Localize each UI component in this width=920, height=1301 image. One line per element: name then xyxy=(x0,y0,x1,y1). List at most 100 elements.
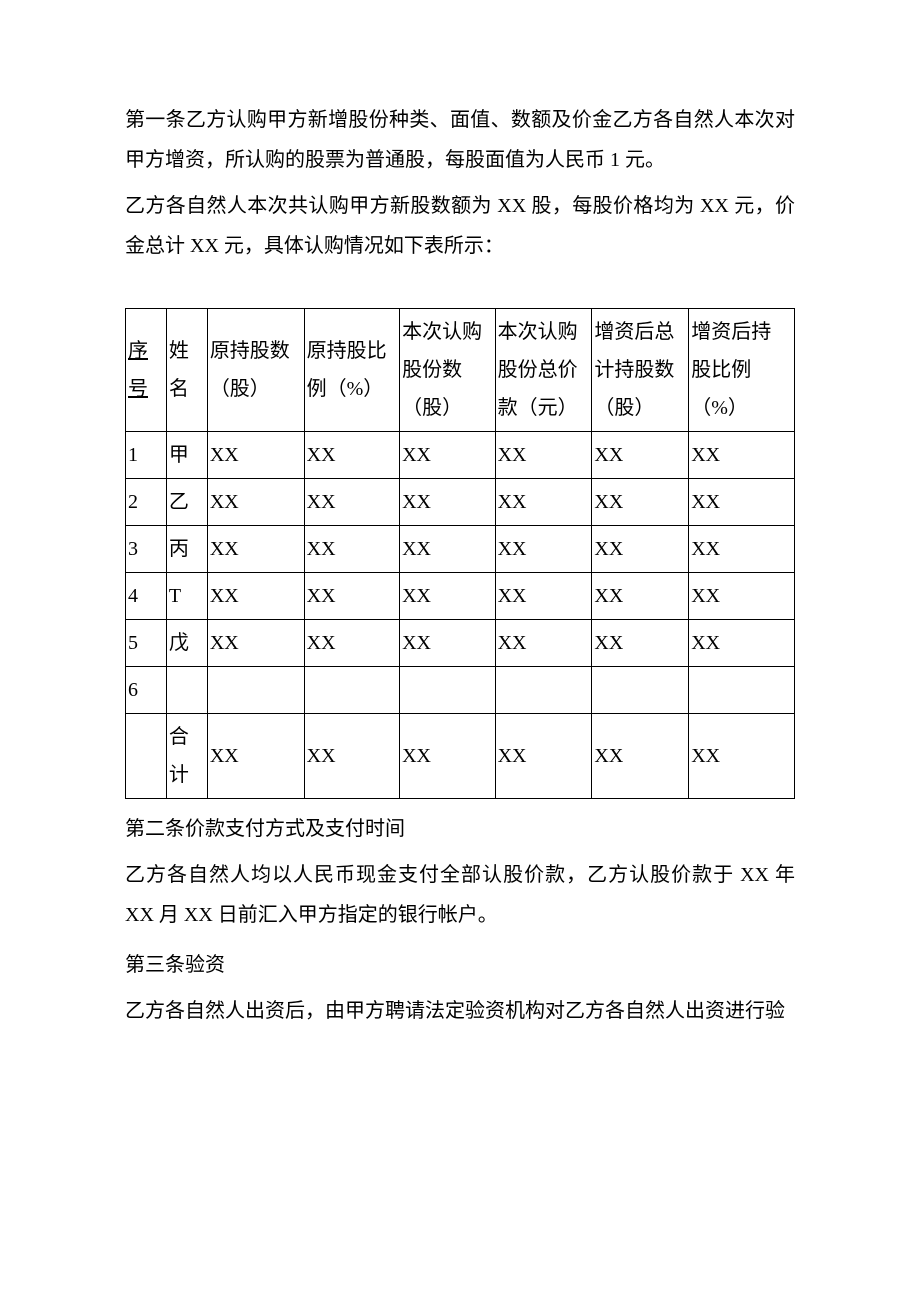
cell-v5: XX xyxy=(495,479,592,526)
cell-v2: XX xyxy=(207,573,304,620)
table-row: 3 丙 XX XX XX XX XX XX xyxy=(126,526,795,573)
header-c4-line2: 股份数 xyxy=(402,359,462,381)
cell-v7: XX xyxy=(689,620,795,667)
cell-seq: 5 xyxy=(126,620,167,667)
cell-seq: 2 xyxy=(126,479,167,526)
cell-v6: XX xyxy=(592,620,689,667)
header-c6-line1: 增资后总 xyxy=(594,321,674,343)
cell-seq: 6 xyxy=(126,667,167,714)
total-label-2: 计 xyxy=(169,764,189,786)
cell-v2: XX xyxy=(207,620,304,667)
cell-name xyxy=(166,667,207,714)
cell-total-label: 合 计 xyxy=(166,714,207,799)
section-3-title: 第三条验资 xyxy=(125,945,795,985)
subscription-table: 序 号 姓名 原持股数 （股） 原持股比 例（%） 本次认购 股份数 （股） 本… xyxy=(125,308,795,799)
header-seq-line1: 序 xyxy=(128,340,148,362)
cell-v4: XX xyxy=(400,526,495,573)
header-name: 姓名 xyxy=(166,309,207,432)
cell-v5: XX xyxy=(495,526,592,573)
cell-v7: XX xyxy=(689,526,795,573)
cell-total-v3: XX xyxy=(304,714,399,799)
cell-v3 xyxy=(304,667,399,714)
table-row: 6 xyxy=(126,667,795,714)
header-c7-line2: 股比例 xyxy=(691,359,751,381)
cell-v3: XX xyxy=(304,479,399,526)
cell-total-v7: XX xyxy=(689,714,795,799)
header-c6-line3: （股） xyxy=(594,397,654,419)
section-3-body: 乙方各自然人出资后，由甲方聘请法定验资机构对乙方各自然人出资进行验 xyxy=(125,991,795,1031)
cell-v2 xyxy=(207,667,304,714)
total-label-1: 合 xyxy=(169,726,189,748)
cell-v6: XX xyxy=(592,573,689,620)
header-c5-line1: 本次认购 xyxy=(498,321,578,343)
cell-v5: XX xyxy=(495,620,592,667)
table-row: 2 乙 XX XX XX XX XX XX xyxy=(126,479,795,526)
header-c7-line3: （%） xyxy=(691,397,748,419)
cell-name: 甲 xyxy=(166,432,207,479)
cell-v2: XX xyxy=(207,479,304,526)
cell-v4: XX xyxy=(400,620,495,667)
cell-v3: XX xyxy=(304,432,399,479)
cell-v4: XX xyxy=(400,432,495,479)
cell-total-v6: XX xyxy=(592,714,689,799)
cell-v6: XX xyxy=(592,479,689,526)
cell-v2: XX xyxy=(207,432,304,479)
cell-v4: XX xyxy=(400,573,495,620)
section-2-title: 第二条价款支付方式及支付时间 xyxy=(125,809,795,849)
table-row: 1 甲 XX XX XX XX XX XX xyxy=(126,432,795,479)
header-c4-line1: 本次认购 xyxy=(402,321,482,343)
header-c7-line1: 增资后持 xyxy=(691,321,771,343)
cell-total-v4: XX xyxy=(400,714,495,799)
header-c5-line2: 股份总价 xyxy=(498,359,578,381)
header-after-shares: 增资后总 计持股数 （股） xyxy=(592,309,689,432)
document-page: 第一条乙方认购甲方新增股份种类、面值、数额及价金乙方各自然人本次对甲方增资，所认… xyxy=(0,0,920,1301)
cell-seq: 4 xyxy=(126,573,167,620)
header-subscribe-shares: 本次认购 股份数 （股） xyxy=(400,309,495,432)
cell-v5: XX xyxy=(495,432,592,479)
cell-v7: XX xyxy=(689,479,795,526)
header-c2-line2: （股） xyxy=(210,378,270,400)
paragraph-1: 第一条乙方认购甲方新增股份种类、面值、数额及价金乙方各自然人本次对甲方增资，所认… xyxy=(125,100,795,180)
cell-v7: XX xyxy=(689,432,795,479)
section-2-body: 乙方各自然人均以人民币现金支付全部认股价款，乙方认股价款于 XX 年 XX 月 … xyxy=(125,855,795,935)
header-seq: 序 号 xyxy=(126,309,167,432)
cell-v7: XX xyxy=(689,573,795,620)
cell-total-v2: XX xyxy=(207,714,304,799)
cell-v4: XX xyxy=(400,479,495,526)
cell-seq: 1 xyxy=(126,432,167,479)
table-header-row: 序 号 姓名 原持股数 （股） 原持股比 例（%） 本次认购 股份数 （股） 本… xyxy=(126,309,795,432)
cell-v5 xyxy=(495,667,592,714)
header-c3-line1: 原持股比 xyxy=(307,340,387,362)
cell-total-v5: XX xyxy=(495,714,592,799)
table-row: 5 戊 XX XX XX XX XX XX xyxy=(126,620,795,667)
cell-v3: XX xyxy=(304,573,399,620)
header-c6-line2: 计持股数 xyxy=(594,359,674,381)
header-c5-line3: 款（元） xyxy=(498,397,578,419)
header-c3-line2: 例（%） xyxy=(307,378,384,400)
cell-v7 xyxy=(689,667,795,714)
header-subscribe-total: 本次认购 股份总价 款（元） xyxy=(495,309,592,432)
cell-v5: XX xyxy=(495,573,592,620)
table-total-row: 合 计 XX XX XX XX XX XX xyxy=(126,714,795,799)
cell-v3: XX xyxy=(304,526,399,573)
cell-v6: XX xyxy=(592,432,689,479)
cell-name: 乙 xyxy=(166,479,207,526)
header-c2-line1: 原持股数 xyxy=(210,340,290,362)
cell-v6: XX xyxy=(592,526,689,573)
header-after-ratio: 增资后持 股比例 （%） xyxy=(689,309,795,432)
cell-name: 戊 xyxy=(166,620,207,667)
cell-seq: 3 xyxy=(126,526,167,573)
header-original-shares: 原持股数 （股） xyxy=(207,309,304,432)
table-row: 4 T XX XX XX XX XX XX xyxy=(126,573,795,620)
header-original-ratio: 原持股比 例（%） xyxy=(304,309,399,432)
cell-name: 丙 xyxy=(166,526,207,573)
cell-v4 xyxy=(400,667,495,714)
cell-total-empty xyxy=(126,714,167,799)
cell-v6 xyxy=(592,667,689,714)
cell-v2: XX xyxy=(207,526,304,573)
cell-name: T xyxy=(166,573,207,620)
spacer xyxy=(125,272,795,308)
cell-v3: XX xyxy=(304,620,399,667)
header-c4-line3: （股） xyxy=(402,397,462,419)
paragraph-2: 乙方各自然人本次共认购甲方新股数额为 XX 股，每股价格均为 XX 元，价金总计… xyxy=(125,186,795,266)
